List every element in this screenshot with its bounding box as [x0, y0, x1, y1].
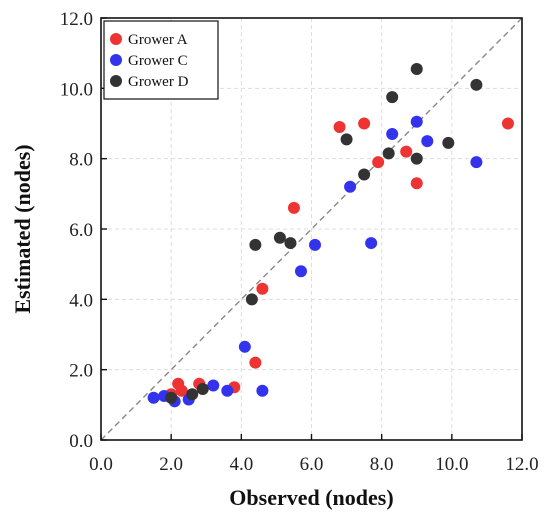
point-grower-d: [410, 62, 423, 75]
point-grower-c: [410, 115, 423, 128]
point-grower-c: [344, 180, 357, 193]
point-grower-d: [165, 391, 178, 404]
legend-marker-grower-d: [110, 75, 122, 87]
y-tick-label: 0.0: [69, 431, 93, 452]
point-grower-d: [470, 78, 483, 91]
point-grower-a: [287, 201, 300, 214]
point-grower-d: [340, 133, 353, 146]
legend-marker-grower-a: [110, 33, 122, 45]
point-grower-d: [382, 147, 395, 160]
y-tick-label: 6.0: [69, 220, 93, 241]
point-grower-c: [365, 237, 378, 250]
y-tick-label: 12.0: [60, 9, 93, 30]
point-grower-c: [238, 340, 251, 353]
point-grower-d: [386, 91, 399, 104]
point-grower-a: [249, 356, 262, 369]
y-tick-label: 8.0: [69, 150, 93, 171]
point-grower-c: [421, 135, 434, 148]
point-grower-d: [245, 293, 258, 306]
y-tick-label: 4.0: [69, 290, 93, 311]
x-axis-ticks: 0.0 2.0 4.0 6.0 8.0 10.0 12.0: [89, 434, 539, 475]
legend-label-grower-d: Grower D: [128, 74, 189, 90]
point-grower-c: [256, 384, 269, 397]
legend-items: Grower A Grower C Grower D: [110, 32, 189, 90]
y-axis-ticks: 0.0 2.0 4.0 6.0 8.0 10.0 12.0: [60, 9, 107, 452]
point-grower-a: [372, 156, 385, 169]
x-tick-label: 12.0: [505, 454, 538, 475]
point-grower-c: [294, 265, 307, 278]
data-points: [147, 62, 514, 408]
legend-marker-grower-c: [110, 54, 122, 66]
point-grower-a: [501, 117, 514, 130]
point-grower-d: [284, 237, 297, 250]
point-grower-d: [358, 168, 371, 181]
point-grower-c: [221, 384, 234, 397]
point-grower-a: [400, 145, 413, 158]
legend-box: [103, 20, 219, 100]
grid-lines: [101, 18, 522, 440]
point-grower-a: [256, 282, 269, 295]
point-grower-d: [273, 231, 286, 244]
point-grower-d: [186, 388, 199, 401]
legend: Grower A Grower C Grower D: [103, 20, 219, 100]
x-tick-label: 4.0: [229, 454, 253, 475]
point-grower-d: [410, 152, 423, 165]
point-grower-d: [196, 383, 209, 396]
point-grower-a: [358, 117, 371, 130]
y-tick-label: 2.0: [69, 361, 93, 382]
y-tick-label: 10.0: [60, 79, 93, 100]
point-grower-c: [309, 238, 322, 251]
legend-label-grower-a: Grower A: [128, 32, 188, 48]
point-grower-a: [410, 177, 423, 190]
x-tick-label: 0.0: [89, 454, 113, 475]
point-grower-d: [442, 136, 455, 149]
y-axis-title: Estimated (nodes): [10, 144, 35, 313]
point-grower-c: [147, 391, 160, 404]
x-tick-label: 2.0: [159, 454, 183, 475]
point-grower-a: [333, 121, 346, 134]
point-grower-a: [175, 384, 188, 397]
x-tick-label: 6.0: [300, 454, 324, 475]
point-grower-c: [386, 128, 399, 141]
x-tick-label: 8.0: [370, 454, 394, 475]
point-grower-c: [470, 156, 483, 169]
point-grower-c: [207, 379, 220, 392]
point-grower-d: [249, 238, 262, 251]
x-axis-title: Observed (nodes): [229, 485, 393, 510]
legend-label-grower-c: Grower C: [128, 53, 188, 69]
x-tick-label: 10.0: [435, 454, 468, 475]
